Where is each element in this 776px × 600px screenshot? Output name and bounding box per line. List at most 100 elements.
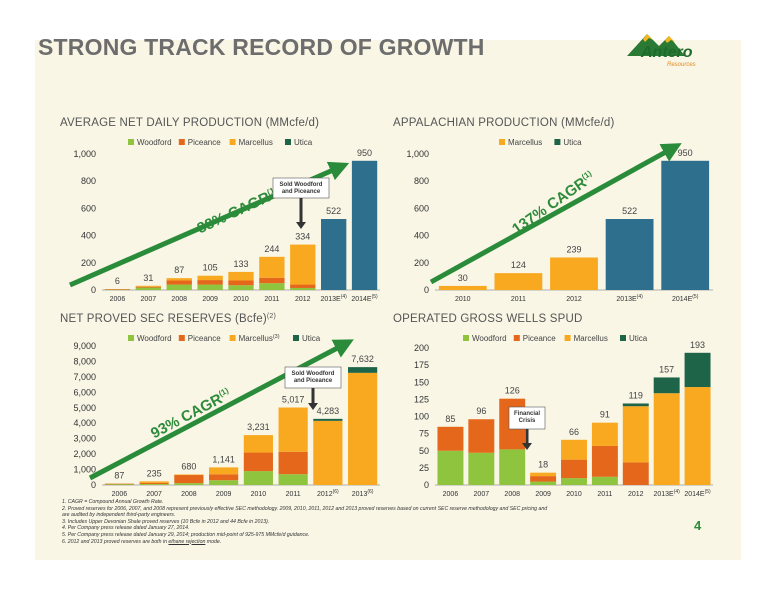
legend-label: Marcellus [239, 138, 273, 147]
bar-segment [228, 285, 254, 290]
callout-arrow-head [296, 222, 306, 229]
x-tick-label: 2007 [474, 491, 490, 498]
production-chart: AVERAGE NET DAILY PRODUCTION (MMcfe/d) Wo… [60, 117, 380, 303]
legend-label: Marcellus(3) [239, 334, 280, 343]
callout-text: Crisis [519, 418, 536, 424]
legend-label: Piceance [188, 334, 221, 343]
bar-segment [348, 372, 378, 485]
legend-swatch [554, 139, 561, 145]
bar-segment [243, 435, 273, 453]
x-tick-label: 2013E(4) [616, 294, 643, 303]
bar-segment [278, 451, 308, 475]
data-label: 87 [114, 471, 124, 481]
cagr-arrow [88, 339, 354, 481]
bar-segment [135, 286, 161, 288]
bar-segment [561, 439, 587, 460]
x-tick-label: 2013E(4) [653, 489, 680, 498]
data-label: 334 [295, 232, 310, 242]
x-tick-label: 2014E(5) [672, 294, 699, 303]
x-tick-label: 2008 [181, 491, 197, 498]
callout-arrow-head [522, 443, 532, 450]
footnote-2b: are audited by independent third-party e… [62, 512, 176, 519]
bar-segment [174, 483, 204, 485]
legend-swatch [229, 139, 236, 145]
y-tick-label: 6,000 [73, 387, 96, 397]
y-tick-label: 8,000 [73, 356, 96, 366]
bar-segment [209, 467, 239, 475]
bar-segment [622, 462, 649, 485]
bar-segment [104, 289, 131, 290]
y-tick-label: 200 [81, 258, 96, 268]
mountain-icon [627, 34, 685, 56]
x-tick-label: 2012 [295, 296, 311, 303]
y-tick-label: 125 [414, 394, 429, 404]
bar-segment [530, 481, 557, 485]
logo-brand-text: Antero [641, 44, 693, 61]
bar-segment [243, 471, 273, 485]
legend-label: Marcellus [508, 138, 542, 147]
data-label: 31 [143, 273, 153, 283]
data-label: 680 [181, 461, 196, 471]
bar-segment [622, 406, 649, 463]
x-tick-label: 2009 [535, 491, 551, 498]
legend-sup: (3) [273, 334, 280, 340]
y-tick-label: 1,000 [73, 465, 96, 475]
legend-label: Woodford [137, 138, 172, 147]
x-tick-label: 2012(6) [317, 489, 339, 498]
cagr-label: 137% CAGR(1) [509, 168, 598, 237]
callout-text: and Piceance [294, 378, 333, 384]
bar-segment [653, 393, 680, 485]
y-tick-label: 400 [414, 231, 429, 241]
y-tick-label: 0 [424, 285, 429, 295]
y-tick-label: 800 [414, 176, 429, 186]
callout-text: Sold Woodford [292, 371, 335, 377]
legend-label: Woodford [472, 334, 507, 343]
data-label: 239 [566, 244, 581, 254]
x-tick-label: 2012 [566, 296, 582, 303]
legend-swatch [499, 139, 505, 145]
legend-label: Piceance [188, 138, 221, 147]
bar-segment [166, 278, 192, 281]
x-tick-sup: (4) [637, 294, 643, 300]
data-label: 91 [600, 410, 610, 420]
bar-segment [313, 418, 343, 421]
x-tick-label: 2009 [216, 491, 232, 498]
legend-swatch [128, 139, 134, 145]
y-tick-label: 50 [419, 446, 429, 456]
ethane-rejection-link[interactable]: ethane rejection [168, 538, 206, 545]
x-tick-sup: (6) [367, 489, 373, 495]
x-tick-label: 2011 [286, 491, 301, 498]
legend-swatch [463, 335, 469, 341]
bar-segment [139, 482, 169, 485]
data-label: 522 [622, 206, 637, 216]
bar-segment [290, 244, 316, 285]
bar-segment [661, 160, 710, 290]
legend-swatch [178, 335, 185, 341]
legend-swatch [285, 139, 291, 145]
appalachian-chart: APPALACHIAN PRODUCTION (MMcfe/d) Marcellu… [393, 117, 713, 303]
y-tick-label: 5,000 [73, 403, 96, 413]
callout-box [272, 177, 330, 199]
bar-segment [684, 387, 711, 485]
x-tick-sup: (5) [692, 294, 698, 300]
footnote-6-text: 6. 2012 and 2013 proved reserves are bot… [62, 538, 169, 545]
footnote-3: 3. Includes Upper Devonian Shale proved … [62, 518, 270, 525]
bar-segment [209, 480, 239, 485]
data-label: 105 [203, 263, 218, 273]
x-tick-label: 2007 [146, 491, 162, 498]
x-tick-label: 2009 [202, 296, 218, 303]
data-label: 87 [174, 265, 184, 275]
bar-segment [278, 407, 308, 452]
footnote-5: 5. Per Company press release dated Janua… [62, 531, 310, 538]
bar-segment [104, 483, 134, 485]
x-tick-label: 2010 [455, 296, 471, 303]
cagr-sup: (1) [580, 168, 593, 181]
legend-label: Utica [294, 138, 313, 147]
y-tick-label: 9,000 [73, 341, 96, 351]
y-tick-label: 600 [81, 203, 96, 213]
legend-label: Utica [629, 334, 648, 343]
bar-segment [437, 426, 464, 451]
cagr-label: 88% CAGR(1) [195, 184, 282, 237]
cagr-arrow [429, 143, 682, 285]
x-tick-label: 2012 [628, 491, 644, 498]
